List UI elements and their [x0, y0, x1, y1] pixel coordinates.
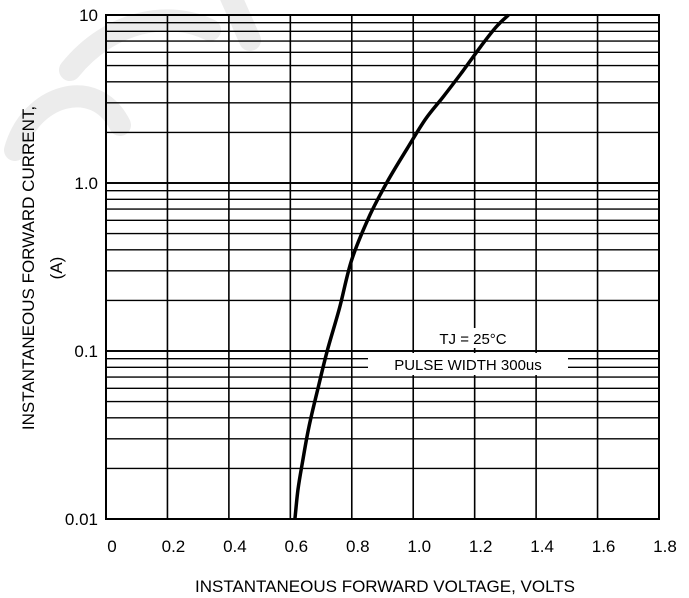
- y-axis-title-line1: INSTANTANEOUS FORWARD CURRENT,: [19, 106, 38, 430]
- y-tick-label: 0.01: [65, 510, 98, 529]
- x-tick-label: 0.2: [162, 537, 186, 556]
- annotation-box: TJ = 25°C PULSE WIDTH 300us: [368, 328, 568, 375]
- x-tick-label: 1.6: [592, 537, 616, 556]
- x-tick-label: 1.8: [653, 537, 677, 556]
- grid: [105, 14, 660, 520]
- y-tick-label: 1.0: [74, 174, 98, 193]
- annotation-pulse-bg: [368, 353, 568, 375]
- annotation-pulse: PULSE WIDTH 300us: [394, 357, 542, 374]
- curve-layer: [293, 13, 510, 520]
- x-axis-title: INSTANTANEOUS FORWARD VOLTAGE, VOLTS: [195, 577, 575, 596]
- x-tick-label: 0: [107, 537, 116, 556]
- x-tick-label: 1.2: [469, 537, 493, 556]
- x-tick-label: 0.8: [346, 537, 370, 556]
- x-tick-label: 1.0: [407, 537, 431, 556]
- x-tick-label: 0.4: [223, 537, 247, 556]
- axis-titles: INSTANTANEOUS FORWARD VOLTAGE, VOLTS INS…: [19, 106, 575, 596]
- y-axis-title-line2: (A): [47, 257, 66, 280]
- tick-labels: 0 0.2 0.4 0.6 0.8 1.0 1.2 1.4 1.6 1.8 0.01 0.1 1.0 10: [65, 6, 677, 556]
- watermark: [4, 0, 261, 161]
- x-tick-label: 0.6: [285, 537, 309, 556]
- y-tick-label: 10: [79, 6, 98, 25]
- series-line-0: [293, 13, 510, 520]
- x-tick-label: 1.4: [530, 537, 554, 556]
- plot-frame: [105, 14, 660, 520]
- annotation-tj: TJ = 25°C: [439, 331, 506, 348]
- y-tick-label: 0.1: [74, 342, 98, 361]
- annotation-tj-bg: [424, 328, 522, 348]
